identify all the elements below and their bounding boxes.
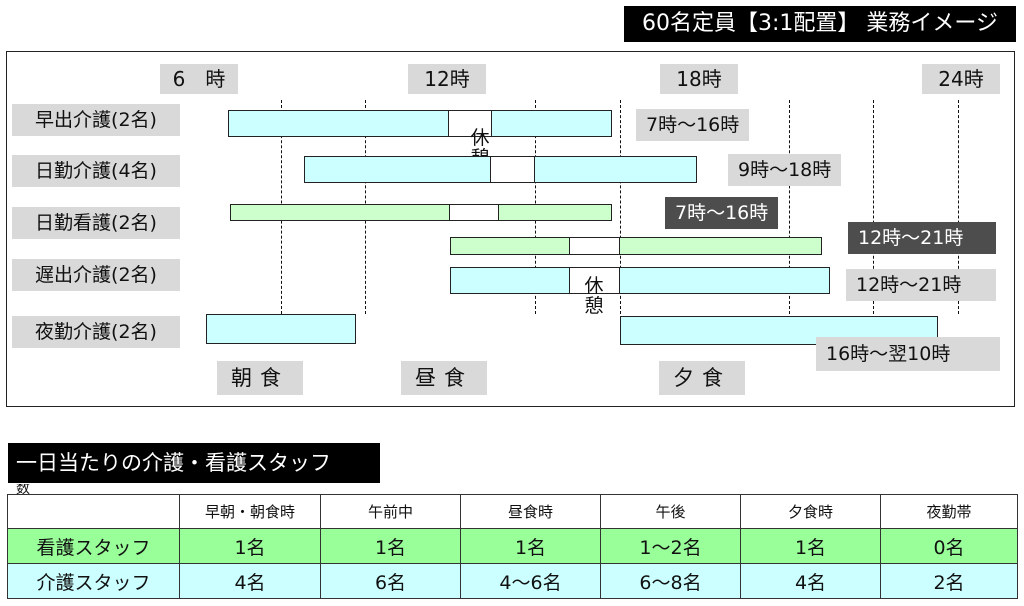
staff-table: 早朝・朝食時 午前中 昼食時 午後 夕食時 夜勤帯 看護スタッフ 1名 1名 1… [7,494,1018,599]
table-cell: 1名 [320,528,461,564]
meal-label-lunch: 昼食 [401,361,487,395]
table-header-cell: 午前中 [320,494,461,529]
shift-time-early-care: 7時～16時 [636,109,750,141]
table-header-cell: 午後 [600,494,741,529]
table-header-cell [7,494,180,529]
time-label-12: 12時 [408,64,486,94]
shift-diagram-frame [6,51,1015,407]
break-label: 休憩 [584,275,604,317]
table-cell: 1～2名 [600,528,741,564]
shift-time-late-nurse: 12時～21時 [848,222,996,254]
meal-label-breakfast: 朝食 [217,361,303,395]
table-cell: 4名 [740,563,881,599]
table-cell: 1名 [179,528,321,564]
shift-time-day-care: 9時～18時 [728,154,842,186]
table-cell: 0名 [880,528,1018,564]
time-label-18: 18時 [660,64,738,94]
section-title: 一日当たりの介護・看護スタッフ [8,443,380,483]
shift-bar-late-care [450,267,830,294]
table-header-cell: 早朝・朝食時 [179,494,321,529]
table-cell: 6～8名 [600,563,741,599]
row-label: 看護スタッフ [7,528,180,564]
time-label-6: 6 時 [160,64,238,94]
time-gridline [789,100,790,314]
time-gridline [620,100,621,314]
table-cell: 1名 [460,528,601,564]
shift-time-night-care: 16時～翌10時 [816,337,1000,371]
table-header-cell: 夜勤帯 [880,494,1018,529]
table-header-cell: 昼食時 [460,494,601,529]
table-cell: 4～6名 [460,563,601,599]
role-label-early-care: 早出介護(2名) [12,104,180,136]
shift-time-late-care: 12時～21時 [846,269,996,301]
table-cell: 2名 [880,563,1018,599]
break-block-late-nurse [569,237,620,255]
section-title-overflow-text: 数 [16,484,30,494]
shift-time-day-nurse: 7時～16時 [665,197,779,229]
table-row-care-staff: 介護スタッフ 4名 6名 4～6名 6～8名 4名 2名 [7,563,1018,599]
break-block-day-care [490,156,535,183]
shift-bar-day-nurse [230,204,612,221]
table-row-nurse-staff: 看護スタッフ 1名 1名 1名 1～2名 1名 0名 [7,528,1018,564]
shift-bar-early-care [228,110,612,137]
table-cell: 1名 [740,528,881,564]
role-label-day-care: 日勤介護(4名) [12,155,180,187]
page-title: 60名定員【3:1配置】 業務イメージ [624,6,1016,42]
role-label-late-care: 遅出介護(2名) [12,259,180,291]
time-gridline [958,100,959,314]
table-header-row: 早朝・朝食時 午前中 昼食時 午後 夕食時 夜勤帯 [7,494,1018,529]
table-header-cell: 夕食時 [740,494,881,529]
meal-label-dinner: 夕食 [659,361,745,395]
row-label: 介護スタッフ [7,563,180,599]
table-cell: 6名 [320,563,461,599]
break-block-day-nurse [449,204,499,221]
role-label-day-nurse: 日勤看護(2名) [12,207,180,239]
time-label-24: 24時 [922,64,1000,94]
shift-bar-night-care-morning [206,314,356,344]
role-label-night-care: 夜勤介護(2名) [12,316,180,348]
break-block-early-care [448,110,492,137]
time-gridline [873,100,874,314]
break-block-late-care [569,267,620,294]
shift-bar-late-nurse [450,237,822,255]
table-cell: 4名 [179,563,321,599]
